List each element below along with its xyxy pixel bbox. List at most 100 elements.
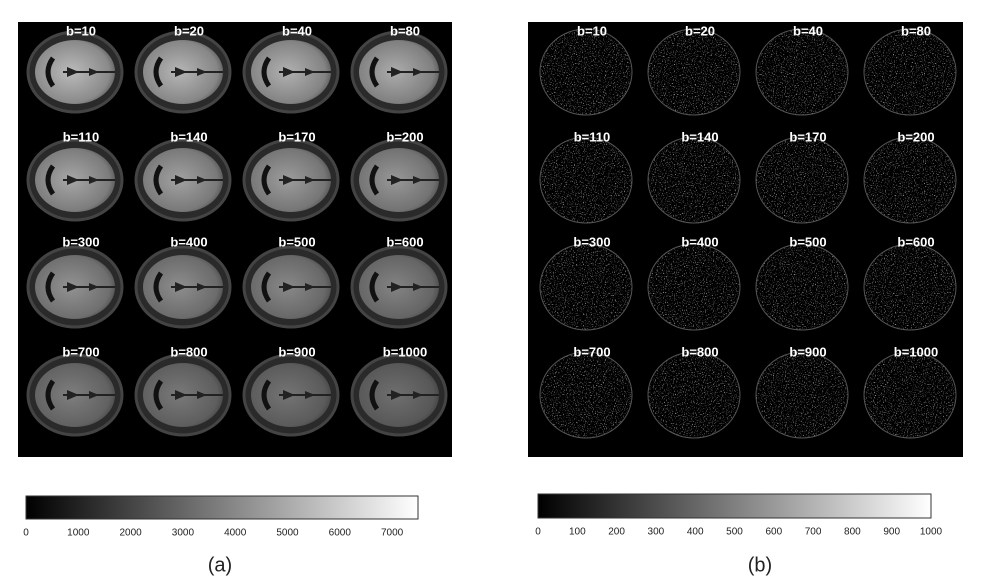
b-value-label: b=110 bbox=[574, 129, 611, 144]
colorbar-tick-label: 700 bbox=[805, 527, 822, 538]
colorbar-tick-label: 800 bbox=[844, 527, 861, 538]
ventricle bbox=[153, 271, 164, 303]
colorbar-tick-label: 900 bbox=[883, 527, 900, 538]
colorbar-tick-label: 5000 bbox=[276, 528, 299, 539]
ventricle bbox=[175, 390, 207, 400]
colorbar-tick-label: 500 bbox=[726, 527, 743, 538]
noise-map bbox=[540, 137, 632, 223]
image-tile bbox=[242, 353, 340, 437]
image-tile bbox=[647, 136, 741, 224]
rim bbox=[539, 243, 633, 331]
rim bbox=[539, 351, 633, 439]
noise-map bbox=[864, 352, 956, 438]
ventricle bbox=[67, 282, 99, 292]
b-value-label: b=700 bbox=[62, 344, 99, 359]
b-value-label: b=20 bbox=[174, 23, 204, 38]
ventricle bbox=[45, 379, 56, 411]
b-value-label: b=10 bbox=[66, 23, 96, 38]
b-value-label: b=140 bbox=[170, 129, 207, 144]
colorbar-tick-label: 0 bbox=[535, 527, 541, 538]
ventricle bbox=[45, 56, 56, 88]
image-tile bbox=[134, 245, 232, 329]
noise-map bbox=[648, 244, 740, 330]
image-tile bbox=[539, 28, 633, 116]
ventricle bbox=[261, 379, 272, 411]
b-value-label: b=1000 bbox=[383, 344, 427, 359]
b-value-label: b=800 bbox=[681, 344, 718, 359]
ventricle bbox=[175, 175, 207, 185]
b-value-label: b=170 bbox=[278, 129, 315, 144]
colorbar-tick-label: 3000 bbox=[172, 528, 195, 539]
image-tile bbox=[242, 138, 340, 222]
image-tile bbox=[539, 243, 633, 331]
rim bbox=[863, 28, 957, 116]
ventricle bbox=[391, 390, 423, 400]
colorbar-tick-label: 1000 bbox=[67, 528, 90, 539]
ventricle bbox=[369, 56, 380, 88]
ventricle bbox=[67, 67, 99, 77]
image-tile bbox=[350, 353, 448, 437]
noise-map bbox=[864, 137, 956, 223]
noise-map bbox=[648, 352, 740, 438]
ventricle bbox=[283, 282, 315, 292]
b-value-label: b=900 bbox=[789, 344, 826, 359]
image-tile bbox=[755, 28, 849, 116]
b-value-label: b=600 bbox=[386, 234, 423, 249]
image-tile bbox=[26, 138, 124, 222]
noise-map bbox=[756, 352, 848, 438]
rim bbox=[863, 136, 957, 224]
b-value-label: b=1000 bbox=[894, 344, 938, 359]
image-tile bbox=[755, 136, 849, 224]
b-value-label: b=800 bbox=[170, 344, 207, 359]
ventricle bbox=[391, 67, 423, 77]
image-tile bbox=[539, 136, 633, 224]
image-tile bbox=[242, 30, 340, 114]
noise-map bbox=[756, 244, 848, 330]
ventricle bbox=[391, 175, 423, 185]
ventricle bbox=[261, 271, 272, 303]
b-value-label: b=700 bbox=[573, 344, 610, 359]
noise-map bbox=[864, 29, 956, 115]
image-tile bbox=[134, 138, 232, 222]
b-value-label: b=10 bbox=[577, 23, 607, 38]
noise-map bbox=[756, 137, 848, 223]
image-tile bbox=[647, 351, 741, 439]
b-value-label: b=500 bbox=[789, 234, 826, 249]
b-value-label: b=80 bbox=[390, 23, 420, 38]
image-tile bbox=[863, 28, 957, 116]
rim bbox=[863, 243, 957, 331]
colorbar-b bbox=[537, 493, 932, 519]
b-value-label: b=200 bbox=[386, 129, 423, 144]
ventricle bbox=[283, 175, 315, 185]
noise-map bbox=[540, 352, 632, 438]
noise-map bbox=[540, 244, 632, 330]
ventricle bbox=[153, 56, 164, 88]
b-value-label: b=80 bbox=[901, 23, 931, 38]
image-tile bbox=[350, 138, 448, 222]
colorbar-tick-label: 1000 bbox=[920, 527, 943, 538]
b-value-label: b=20 bbox=[685, 23, 715, 38]
colorbar-tick-label: 4000 bbox=[224, 528, 247, 539]
ventricle bbox=[175, 282, 207, 292]
colorbar-tick-label: 6000 bbox=[329, 528, 352, 539]
colorbar-tick-label: 0 bbox=[23, 528, 29, 539]
rim bbox=[539, 136, 633, 224]
colorbar-a bbox=[25, 495, 419, 520]
ventricle bbox=[175, 67, 207, 77]
ventricle bbox=[391, 282, 423, 292]
image-tile bbox=[350, 245, 448, 329]
noise-map bbox=[864, 244, 956, 330]
ventricle bbox=[283, 67, 315, 77]
image-tile bbox=[350, 30, 448, 114]
colorbar-tick-label: 300 bbox=[648, 527, 665, 538]
rim bbox=[755, 28, 849, 116]
noise-map bbox=[648, 29, 740, 115]
image-tile bbox=[26, 30, 124, 114]
rim bbox=[863, 351, 957, 439]
image-tile bbox=[647, 28, 741, 116]
ventricle bbox=[45, 271, 56, 303]
ventricle bbox=[153, 379, 164, 411]
ventricle bbox=[153, 164, 164, 196]
noise-map bbox=[648, 137, 740, 223]
